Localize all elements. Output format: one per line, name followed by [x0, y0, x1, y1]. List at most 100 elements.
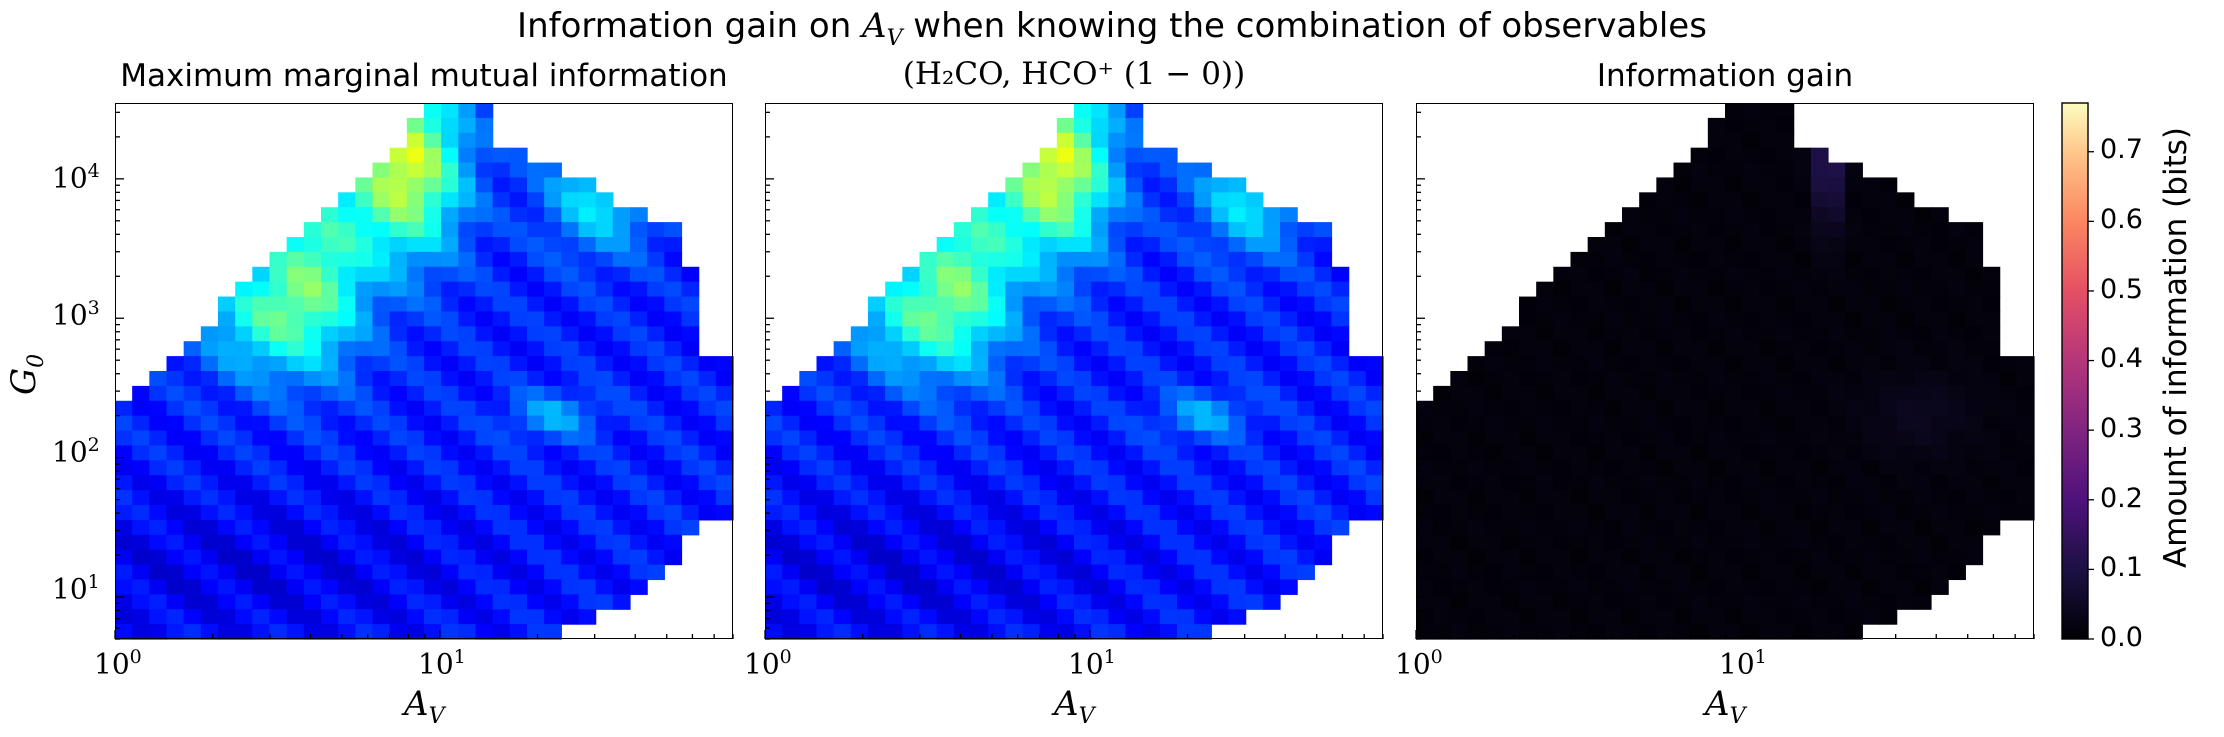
p2-xtick-10-1: 101 [1068, 646, 1116, 681]
heatmap-cell [578, 192, 597, 208]
heatmap-cell [647, 356, 665, 372]
heatmap-cell [166, 624, 185, 640]
heatmap-cell [698, 490, 717, 506]
heatmap-cell [355, 415, 374, 432]
heatmap-cell [544, 475, 562, 491]
heatmap-cell [988, 385, 1006, 402]
heatmap-cell [698, 400, 717, 417]
heatmap-cell [816, 519, 835, 536]
heatmap-cell [475, 594, 494, 610]
heatmap-cell [475, 385, 494, 402]
heatmap-cell [544, 460, 562, 476]
heatmap-cell [647, 534, 665, 551]
heatmap-cell [252, 564, 271, 581]
heatmap-cell [612, 519, 631, 536]
heatmap-cell [492, 296, 511, 313]
heatmap-cell [782, 475, 800, 491]
heatmap-cell [303, 579, 322, 595]
heatmap-cell [372, 311, 391, 327]
heatmap-cell [389, 400, 408, 417]
heatmap-cell [458, 579, 477, 595]
heatmap-cell [816, 564, 835, 581]
heatmap-cell [544, 445, 562, 461]
heatmap-cell [919, 624, 938, 640]
heatmap-cell [647, 400, 665, 417]
heatmap-cell [321, 549, 339, 566]
heatmap-cell [816, 549, 835, 566]
heatmap-cell [1022, 490, 1041, 506]
heatmap-cell [1005, 296, 1024, 313]
heatmap-cell [595, 430, 614, 447]
heatmap-cell [1005, 385, 1024, 402]
heatmap-cell [953, 296, 972, 313]
heatmap-cell [971, 445, 989, 461]
heatmap-cell [612, 207, 631, 223]
heatmap-cell [612, 356, 631, 372]
heatmap-cell [406, 356, 425, 372]
heatmap-cell [971, 281, 989, 298]
heatmap-cell [1039, 579, 1058, 595]
heatmap-cell [561, 207, 580, 223]
heatmap-cell [441, 326, 459, 342]
heatmap-cell [389, 564, 408, 581]
heatmap-cell [424, 326, 442, 342]
heatmap-cell [647, 430, 665, 447]
heatmap-cell [833, 341, 852, 357]
heatmap-cell [115, 505, 133, 521]
heatmap-cell [235, 475, 253, 491]
heatmap-cell [988, 237, 1006, 253]
heatmap-cell [612, 326, 631, 342]
heatmap-cell [338, 237, 356, 253]
heatmap-cell [681, 371, 700, 387]
heatmap-cell [166, 415, 185, 432]
heatmap-cell [561, 385, 580, 402]
heatmap-cell [509, 624, 528, 640]
heatmap-cell [389, 341, 408, 357]
heatmap-cell [492, 445, 511, 461]
heatmap-cell [630, 356, 648, 372]
heatmap-cell [647, 475, 665, 491]
ytick-10-1: 101 [52, 571, 100, 606]
heatmap-cell [630, 281, 648, 298]
heatmap-cell [389, 385, 408, 402]
heatmap-cell [183, 564, 202, 581]
cbar-tick: 0.4 [2100, 343, 2143, 374]
heatmap-cell [527, 356, 545, 372]
heatmap-cell [355, 624, 374, 640]
heatmap-cell [833, 415, 852, 432]
heatmap-cell [971, 430, 989, 447]
heatmap-cell [561, 490, 580, 506]
heatmap-cell [1056, 117, 1075, 134]
heatmap-cell [902, 385, 921, 402]
heatmap-cell [630, 519, 648, 536]
heatmap-cell [664, 266, 683, 283]
heatmap-cell [286, 445, 305, 461]
heatmap-cell [252, 356, 271, 372]
heatmap-cell [132, 564, 150, 581]
heatmap-cell [527, 341, 545, 357]
heatmap-cell [475, 296, 494, 313]
heatmap-cell [578, 490, 597, 506]
heatmap-cell [988, 549, 1006, 566]
heatmap-cell [338, 326, 356, 342]
heatmap-cell [1056, 281, 1075, 298]
heatmap-cell [321, 281, 339, 298]
heatmap-cell [527, 207, 545, 223]
heatmap-cell [441, 400, 459, 417]
heatmap-cell [303, 371, 322, 387]
heatmap-cell [235, 400, 253, 417]
heatmap-cell [1005, 549, 1024, 566]
heatmap-cell [269, 505, 288, 521]
heatmap-cell [988, 192, 1006, 208]
heatmap-cell [1039, 624, 1058, 640]
heatmap-cell [252, 505, 271, 521]
heatmap-cell [561, 594, 580, 610]
heatmap-cell [338, 281, 356, 298]
heatmap-cell [458, 311, 477, 327]
heatmap-cell [355, 177, 374, 193]
heatmap-cell [475, 564, 494, 581]
heatmap-cell [458, 549, 477, 566]
heatmap-cell [1022, 624, 1041, 640]
heatmap-cell [458, 147, 477, 164]
heatmap-cell [355, 594, 374, 610]
